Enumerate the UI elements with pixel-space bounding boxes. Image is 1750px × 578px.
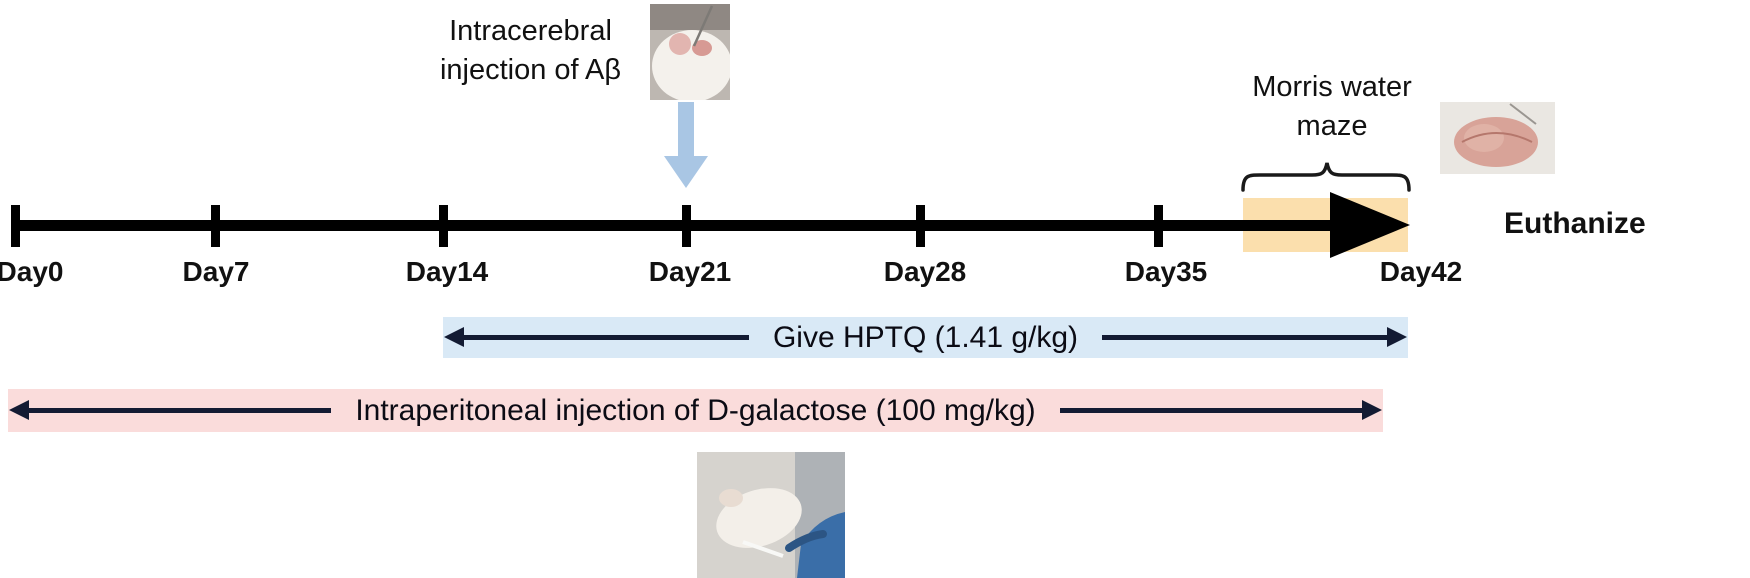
tick-day0 (11, 205, 20, 247)
hptq-arrow-left-icon (444, 327, 749, 347)
brace-icon (1241, 162, 1411, 192)
day-label-35: Day35 (1124, 256, 1208, 287)
day-label-0: Day0 (0, 256, 64, 287)
tick-day35 (1154, 205, 1163, 247)
day-label-28: Day28 (883, 256, 967, 287)
day-label-21: Day21 (648, 256, 732, 287)
tick-day28 (916, 205, 925, 247)
day-label-7: Day7 (182, 256, 250, 287)
mouse-injection-photo-image (697, 452, 845, 578)
brain-photo-image (1440, 102, 1555, 174)
dgal-label: Intraperitoneal injection of D-galactose… (355, 393, 1036, 427)
mouse-surgery-photo-image (650, 4, 730, 100)
dgal-arrow-left-icon (8, 400, 332, 420)
tick-day7 (211, 205, 220, 247)
hptq-dosing-band: Give HPTQ (1.41 g/kg) (443, 317, 1408, 358)
timeline-axis (15, 220, 1343, 231)
timeline-arrowhead-icon (1330, 192, 1410, 258)
intracerebral-injection-label: Intracerebral injection of Aβ (439, 15, 622, 87)
day-label-42: Day42 (1379, 256, 1463, 287)
day-label-14: Day14 (405, 256, 489, 287)
dgal-arrow-right-icon (1059, 400, 1383, 420)
tick-day21 (682, 205, 691, 247)
euthanize-label: Euthanize (1504, 207, 1646, 240)
dgalactose-dosing-band: Intraperitoneal injection of D-galactose… (8, 389, 1383, 432)
hptq-label: Give HPTQ (1.41 g/kg) (772, 320, 1079, 354)
morris-water-maze-label: Morris water maze (1252, 71, 1412, 143)
down-arrow-icon (664, 102, 708, 188)
hptq-arrow-right-icon (1102, 327, 1407, 347)
tick-day14 (439, 205, 448, 247)
